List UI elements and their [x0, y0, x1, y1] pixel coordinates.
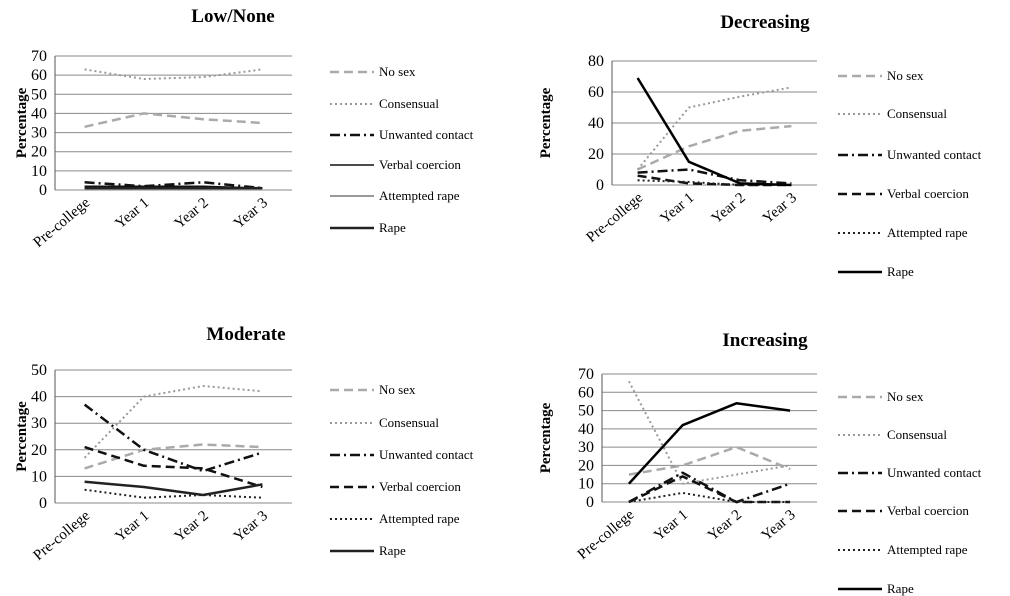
y-tick-label: 60 — [31, 67, 47, 84]
x-tick-label: Year 3 — [760, 190, 800, 227]
chart-panel-1: Decreasing 0 20 40 60 80 Percentage Pre-college… — [538, 12, 982, 279]
series-line-2 — [84, 181, 263, 190]
x-tick-label: Year 1 — [112, 508, 152, 545]
y-axis-label: Percentage — [538, 87, 554, 158]
series-line-1 — [84, 68, 263, 80]
y-axis-label: Percentage — [14, 87, 30, 158]
series-line-0 — [84, 443, 263, 470]
y-tick-label: 10 — [31, 468, 47, 485]
y-tick-label: 10 — [31, 163, 47, 180]
y-tick-label: 40 — [31, 105, 47, 122]
x-tick-label: Year 2 — [172, 195, 212, 232]
legend-label: Rape — [887, 581, 914, 596]
y-tick-label: 70 — [31, 48, 47, 65]
y-tick-label: 50 — [31, 86, 47, 103]
y-tick-label: 20 — [31, 144, 47, 161]
legend-label: Consensual — [887, 427, 947, 442]
chart-title: Decreasing — [720, 12, 810, 33]
chart-title: Low/None — [191, 6, 274, 27]
x-tick-label: Year 3 — [759, 507, 799, 544]
series-line-1 — [636, 86, 792, 171]
y-tick-label: 50 — [578, 403, 594, 420]
legend-label: Unwanted contact — [887, 147, 982, 162]
x-tick-label: Pre-college — [31, 195, 94, 251]
legend-label: Attempted rape — [887, 225, 968, 240]
y-tick-label: 60 — [588, 84, 604, 101]
series-line-1 — [628, 380, 791, 485]
y-tick-label: 80 — [588, 53, 604, 70]
legend-label: Rape — [379, 543, 406, 558]
x-tick-label: Year 1 — [112, 195, 152, 232]
y-tick-label: 0 — [596, 177, 604, 194]
y-tick-label: 50 — [31, 362, 47, 379]
legend-label: No sex — [887, 389, 924, 404]
legend-label: Attempted rape — [379, 188, 460, 203]
x-tick-label: Year 2 — [172, 508, 212, 545]
series-line-5 — [627, 402, 791, 485]
y-tick-label: 30 — [578, 439, 594, 456]
y-axis-label: Percentage — [14, 401, 30, 472]
legend-label: Consensual — [379, 415, 439, 430]
legend-label: Unwanted contact — [379, 447, 474, 462]
chart-panel-2: Moderate 0 10 20 30 40 50 Percentage Pre-college… — [14, 324, 474, 564]
legend-label: No sex — [379, 382, 416, 397]
series-line-2 — [637, 168, 792, 185]
chart-title: Moderate — [206, 324, 285, 345]
x-tick-label: Pre-college — [584, 190, 647, 246]
legend-label: Verbal coercion — [379, 479, 461, 494]
y-tick-label: 40 — [31, 389, 47, 406]
x-tick-label: Year 2 — [705, 507, 745, 544]
chart-title: Increasing — [722, 330, 808, 351]
legend-label: No sex — [379, 64, 416, 79]
series-line-5 — [84, 480, 263, 497]
y-tick-label: 30 — [31, 125, 47, 142]
x-tick-label: Pre-college — [575, 507, 638, 563]
y-tick-label: 0 — [586, 494, 594, 511]
legend-label: Attempted rape — [887, 542, 968, 557]
series-line-5 — [636, 77, 792, 187]
x-tick-label: Year 3 — [231, 195, 271, 232]
legend-label: Unwanted contact — [379, 127, 474, 142]
x-tick-label: Pre-college — [31, 508, 94, 564]
series-line-0 — [628, 445, 791, 476]
y-tick-label: 40 — [588, 115, 604, 132]
series-line-2 — [83, 403, 263, 473]
y-tick-label: 20 — [578, 457, 594, 474]
series-line-0 — [84, 112, 263, 129]
legend-label: Unwanted contact — [887, 465, 982, 480]
x-tick-label: Year 1 — [657, 190, 697, 227]
x-tick-label: Year 2 — [709, 190, 749, 227]
y-tick-label: 20 — [31, 442, 47, 459]
y-tick-label: 0 — [39, 182, 47, 199]
legend-label: Consensual — [887, 106, 947, 121]
series-line-3 — [84, 445, 263, 489]
chart-panel-0: Low/None 0 10 20 30 40 50 60 70 Percentage Pre-col… — [14, 6, 474, 251]
y-tick-label: 70 — [578, 366, 594, 383]
legend-label: Verbal coercion — [887, 503, 969, 518]
y-tick-label: 30 — [31, 415, 47, 432]
y-tick-label: 0 — [39, 495, 47, 512]
legend-label: Rape — [887, 264, 914, 279]
y-tick-label: 10 — [578, 476, 594, 493]
legend-label: Attempted rape — [379, 511, 460, 526]
legend-label: Rape — [379, 220, 406, 235]
legend-label: No sex — [887, 68, 924, 83]
legend-label: Consensual — [379, 96, 439, 111]
series-line-0 — [637, 124, 792, 171]
series-line-4 — [637, 179, 792, 186]
y-tick-label: 20 — [588, 146, 604, 163]
x-tick-label: Year 3 — [231, 508, 271, 545]
legend-label: Verbal coercion — [887, 186, 969, 201]
y-tick-label: 40 — [578, 421, 594, 438]
x-tick-label: Year 1 — [651, 507, 691, 544]
series-line-1 — [83, 385, 263, 459]
legend-label: Verbal coercion — [379, 157, 461, 172]
y-axis-label: Percentage — [538, 402, 554, 473]
series-line-4 — [628, 491, 791, 503]
y-tick-label: 60 — [578, 384, 594, 401]
